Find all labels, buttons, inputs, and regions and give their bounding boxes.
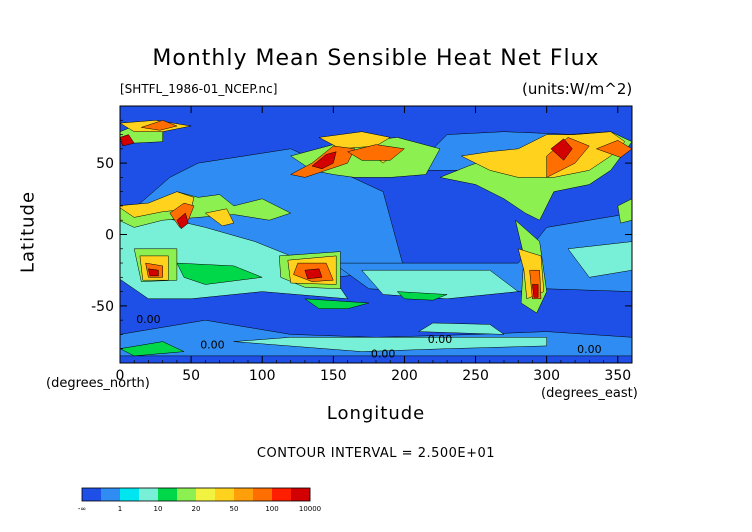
- colorbar-label-1: 1: [118, 505, 122, 513]
- heatmap-region-33: [595, 140, 632, 158]
- heatmap-region-21: [120, 191, 195, 218]
- heatmap-region-35: [141, 120, 178, 131]
- x-tick-label-3: 150: [320, 368, 347, 384]
- colorbar-label-3: 20: [192, 505, 201, 513]
- contour-label-4: 0.00: [577, 343, 602, 356]
- chart-subtitle: [SHTFL_1986-01_NCEP.nc]: [120, 82, 278, 96]
- heatmap-region-12: [120, 341, 185, 357]
- colorbar-swatch-10: [272, 488, 292, 501]
- colorbar-label-2: 10: [154, 505, 163, 513]
- colorbar-swatch-2: [120, 488, 140, 501]
- colorbar-swatch-1: [101, 488, 121, 501]
- x-axis-unit: (degrees_east): [541, 386, 638, 401]
- colorbar-label-0: -∞: [78, 505, 86, 513]
- contour-interval: CONTOUR INTERVAL = 2.500E+01: [256, 446, 496, 461]
- x-tick-label-2: 100: [249, 368, 276, 384]
- contour-label-2: 0.00: [371, 347, 396, 360]
- y-tick-label-1: 0: [105, 228, 114, 244]
- x-tick-label-1: 50: [182, 368, 200, 384]
- heatmap-region-25: [460, 131, 626, 178]
- colorbar-swatch-5: [177, 488, 197, 501]
- y-axis-label: Latitude: [17, 190, 39, 274]
- x-axis: 0 50 100 150 200 250 300 350: [116, 106, 633, 384]
- chart-title: Monthly Mean Sensible Heat Net Flux: [152, 46, 600, 71]
- heatmap-region-20: [617, 198, 632, 224]
- x-tick-label-0: 0: [116, 368, 125, 384]
- colorbar-label-6: 10000: [299, 505, 321, 513]
- heatmap-region-31: [346, 144, 405, 161]
- x-axis-label: Longitude: [326, 403, 426, 424]
- heatmap-region-39: [311, 151, 337, 170]
- heatmap-region-43: [304, 268, 323, 280]
- heatmap-region-11: [396, 291, 448, 301]
- heatmap-region-34: [169, 202, 195, 228]
- heatmap-region-9: [176, 262, 264, 285]
- units-label: (units:W/m^2): [522, 80, 633, 98]
- colorbar-label-4: 50: [230, 505, 239, 513]
- heatmap-region-45: [532, 284, 539, 298]
- y-axis-unit: (degrees_north): [46, 376, 150, 391]
- heatmap-region-41: [120, 134, 135, 147]
- heatmap-region-40: [550, 138, 573, 161]
- colorbar-frame: [81, 487, 311, 502]
- heatmap-regions: [120, 120, 632, 357]
- colorbar: -∞ 1 10 20 50 100 10000: [78, 487, 321, 513]
- x-tick-label-4: 200: [391, 368, 418, 384]
- colorbar-swatch-3: [139, 488, 159, 501]
- heatmap-region-6: [567, 241, 632, 278]
- contour-label-3: 0.00: [428, 333, 453, 346]
- contour-label-1: 0.00: [200, 339, 225, 352]
- heatmap-region-29: [204, 208, 235, 227]
- colorbar-swatch-6: [196, 488, 216, 501]
- colorbar-swatch-9: [253, 488, 273, 501]
- colorbar-swatch-7: [215, 488, 235, 501]
- colorbar-swatch-8: [234, 488, 254, 501]
- x-tick-label-5: 250: [462, 368, 489, 384]
- y-axis: -50 0 50: [91, 119, 632, 350]
- x-tick-label-7: 350: [604, 368, 631, 384]
- contour-label-0: 0.00: [136, 313, 161, 326]
- colorbar-swatch-4: [158, 488, 178, 501]
- contour-labels: 0.00 0.00 0.00 0.00 0.00: [136, 313, 601, 360]
- colorbar-swatch-0: [82, 488, 102, 501]
- y-tick-label-0: -50: [91, 299, 114, 315]
- heatmap-region-7: [233, 337, 547, 352]
- y-tick-label-2: 50: [96, 156, 114, 172]
- heatmap-region-44: [148, 268, 159, 277]
- x-tick-label-6: 300: [533, 368, 560, 384]
- heatmap-region-10: [304, 298, 369, 309]
- colorbar-label-5: 100: [265, 505, 278, 513]
- colorbar-swatch-11: [291, 488, 311, 501]
- heatmap-region-42: [176, 212, 189, 230]
- heatmap-region-8: [417, 322, 505, 335]
